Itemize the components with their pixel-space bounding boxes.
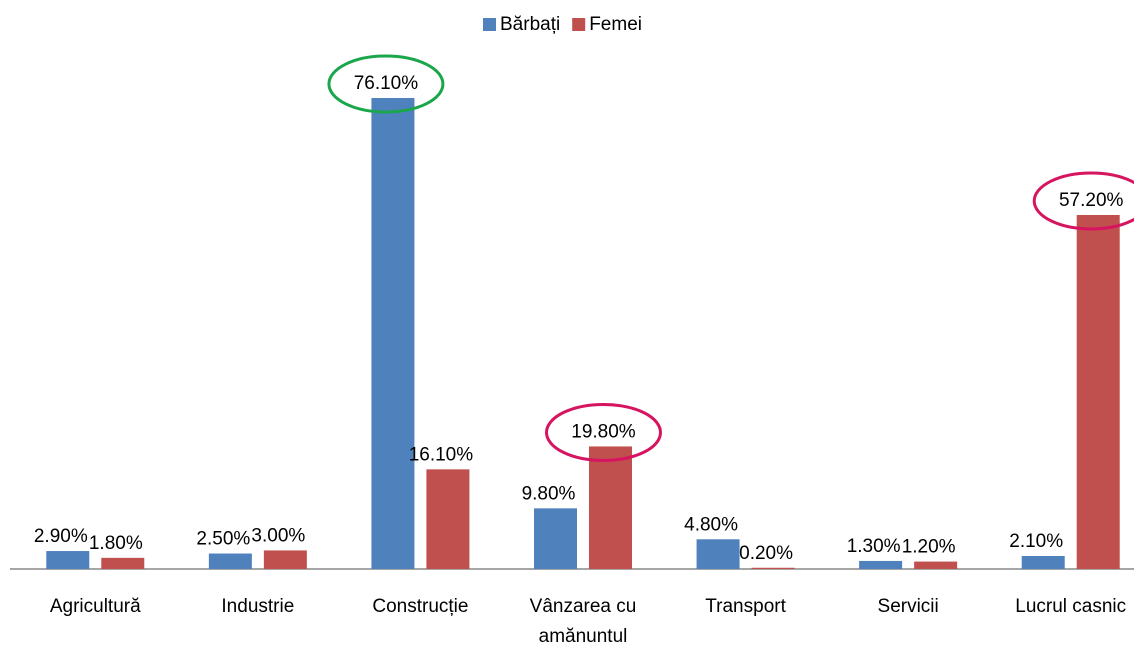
bar [914,561,958,569]
legend-label: Bărbați [500,14,560,35]
value-label: 1.80% [89,533,143,554]
x-tick-label: Industrie [221,596,294,617]
value-label: 19.80% [571,421,636,442]
bar [101,557,145,569]
legend-swatch [483,18,496,31]
x-tick-label: Agricultură [50,596,141,617]
x-tick-label: Construcție [372,596,468,617]
bar [751,567,795,569]
bar [208,553,252,569]
highlight-ellipse [1032,171,1134,231]
bar [534,508,577,569]
bar [46,551,90,569]
highlight-ellipse [545,402,662,462]
bar [859,560,903,569]
x-tick-label: Transport [705,596,786,617]
value-label: 1.20% [902,537,956,558]
value-label: 9.80% [522,483,576,504]
value-label: 3.00% [251,525,305,546]
highlight-ellipse [327,54,445,114]
value-label: 0.20% [739,543,793,564]
value-label: 16.10% [409,444,474,465]
bar [263,550,307,569]
value-label: 76.10% [354,73,419,94]
bar [426,469,470,569]
legend-label: Femei [589,14,642,35]
x-tick-label: Vânzarea cu amănuntul [530,596,637,647]
bar [696,539,740,569]
bar [589,446,632,569]
value-label: 2.90% [34,526,88,547]
value-label: 1.30% [847,536,901,557]
bar [371,98,415,569]
value-label: 57.20% [1059,190,1124,211]
x-tick-label: Lucrul casnic [1015,596,1126,617]
value-label: 2.50% [196,529,250,550]
legend-swatch [572,18,586,31]
bar [1021,556,1065,569]
value-label: 4.80% [684,514,738,535]
bar [1076,214,1120,569]
value-label: 2.10% [1009,531,1063,552]
x-tick-label: Servicii [878,596,939,617]
